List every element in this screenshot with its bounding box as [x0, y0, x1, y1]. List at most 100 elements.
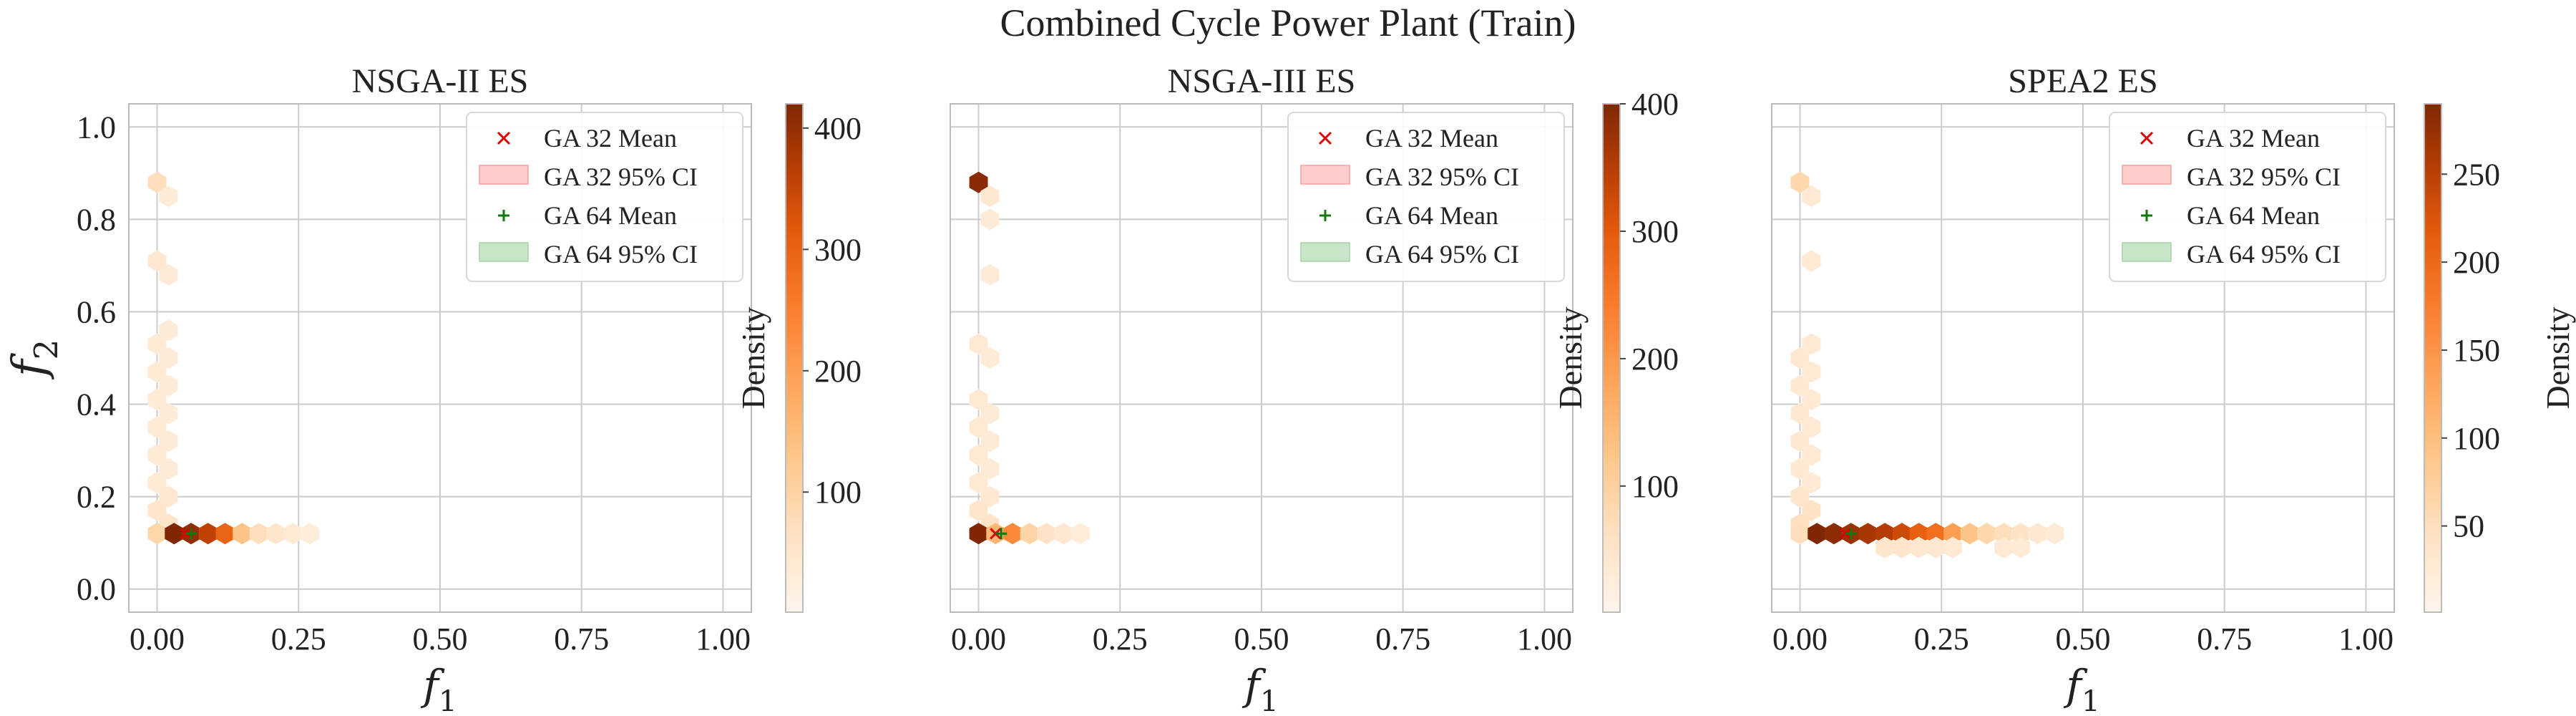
axes-frame: [128, 103, 752, 613]
x-tick-label: 0.75: [554, 621, 609, 657]
x-axis-label: f1: [1241, 661, 1278, 716]
panel-1: 0.00 0.25 0.50 0.75 1.00 0.0 0.2 0.4 0.6 0.8 1.0 NS…: [3, 62, 862, 716]
hexbin-cell: [1875, 523, 1895, 545]
legend-ga32-ci-patch: [2122, 165, 2172, 185]
legend-box: [1287, 112, 1565, 282]
ga64-mean-marker: [185, 528, 197, 540]
hexbin-cell: [147, 444, 167, 466]
x-tick-label: 1.00: [696, 621, 751, 657]
y-tick-label: 0.2: [77, 480, 116, 515]
hexbin-cell: [969, 444, 988, 466]
hexbin-cell: [1977, 523, 1996, 545]
colorbar: [2424, 103, 2442, 613]
legend-ga32-mean-symbol: [1318, 131, 1332, 145]
ga64-mean-marker: [1845, 528, 1857, 540]
legend-entry-label: GA 64 95% CI: [544, 240, 698, 268]
hexbin-cell: [1003, 523, 1022, 545]
hexbin-cell: [159, 319, 178, 342]
hexbin-cell: [301, 523, 320, 545]
colorbar-label: Density: [1552, 306, 1589, 409]
hexbin-cell: [165, 523, 184, 545]
hexbin-cell: [1994, 523, 2014, 545]
colorbar-tick-label: 150: [2453, 333, 2500, 368]
hexbin-cell: [215, 523, 235, 545]
colorbar-tick-label: 400: [1631, 87, 1679, 122]
legend-ga32-mean-symbol: [2140, 131, 2154, 145]
hexbin-cell: [1790, 485, 1810, 508]
hexbin-cell: [980, 208, 1000, 231]
colorbar-tick-label: 100: [1631, 469, 1679, 504]
y-tick-label: 0.6: [77, 294, 116, 329]
hexbin-cell: [1807, 523, 1827, 545]
hexbin-cell: [147, 250, 167, 272]
hexbin-cell: [980, 430, 1000, 453]
hexbin-cell: [1909, 536, 1928, 558]
x-tick-label: 0.75: [2197, 621, 2252, 657]
legend: GA 32 Mean GA 32 95% CI GA 64 Mean GA 64 95…: [2109, 112, 2386, 282]
hexbin-cell: [1790, 347, 1810, 369]
hexbin-layer: [147, 171, 320, 545]
legend-ga32-mean-symbol: [497, 131, 511, 145]
hexbin-cell: [147, 361, 167, 383]
legend-ga64-mean-symbol: [498, 210, 509, 221]
hexbin-cell: [1790, 171, 1810, 193]
legend-box: [2109, 112, 2386, 282]
hexbin-cell: [1802, 333, 1821, 355]
hexbin-cell: [969, 523, 988, 545]
hexbin-cell: [969, 389, 988, 411]
hexbin-cell: [1875, 536, 1895, 558]
x-tick-label: 0.25: [1093, 621, 1148, 657]
hexbin-cell: [283, 523, 303, 545]
legend-entry-label: GA 64 Mean: [1365, 201, 1498, 230]
colorbar-tick-label: 50: [2453, 509, 2484, 544]
hexbin-layer: [1790, 171, 2064, 558]
x-tick-label: 0.50: [1234, 621, 1289, 657]
hexbin-cell: [159, 263, 178, 286]
colorbar-label: Density: [2540, 306, 2576, 409]
legend-ga32-ci-patch: [479, 165, 529, 185]
legend-entry-label: GA 32 Mean: [2187, 124, 2320, 153]
panel-title: SPEA2 ES: [2008, 62, 2157, 100]
panel-title: NSGA-II ES: [352, 62, 529, 100]
x-axis-label: f1: [420, 661, 457, 716]
x-tick-label: 0.00: [1772, 621, 1828, 657]
y-tick-label: 0.4: [77, 387, 116, 422]
legend-box: [466, 112, 743, 282]
hexbin-cell: [1802, 185, 1821, 208]
hexbin-cell: [147, 472, 167, 494]
colorbar-tick-label: 100: [814, 475, 862, 510]
hexbin-cell: [1802, 500, 1821, 521]
hexbin-cell: [980, 185, 1000, 208]
hexbin-cell: [1790, 402, 1810, 425]
panel-3: 0.00 0.25 0.50 0.75 1.00 SPEA2 ES f1 GA 32 Mean…: [1771, 62, 2576, 716]
hexbin-cell: [969, 333, 988, 355]
axes-frame: [1771, 103, 2395, 613]
hexbin-cell: [147, 523, 167, 545]
hexbin-cell: [2045, 523, 2064, 545]
colorbar-tick-label: 300: [1631, 214, 1679, 249]
hexbin-cell: [147, 416, 167, 438]
hexbin-cell: [147, 389, 167, 411]
colorbar: [1602, 103, 1621, 613]
hexbin-cell: [266, 523, 286, 545]
hexbin-cell: [1802, 361, 1821, 383]
hexbin-cell: [147, 333, 167, 355]
legend-ga64-ci-patch: [2122, 242, 2172, 262]
legend-entry-label: GA 64 95% CI: [2187, 240, 2341, 268]
legend-entry-label: GA 32 95% CI: [2187, 163, 2341, 191]
hexbin-cell: [1070, 523, 1090, 545]
legend-entry-label: GA 32 95% CI: [1365, 163, 1519, 191]
legend: GA 32 Mean GA 32 95% CI GA 64 Mean GA 64 95…: [1287, 112, 1565, 282]
x-tick-label: 0.00: [951, 621, 1006, 657]
hexbin-cell: [1943, 523, 1963, 545]
hexbin-cell: [1802, 472, 1821, 494]
x-tick-label: 1.00: [2338, 621, 2394, 657]
x-tick-label: 0.00: [130, 621, 185, 657]
hexbin-cell: [1858, 523, 1878, 545]
hexbin-cell: [1926, 536, 1946, 558]
hexbin-cell: [2011, 523, 2030, 545]
hexbin-cell: [1892, 536, 1911, 558]
panel-2: 0.00 0.25 0.50 0.75 1.00 NSGA-III ES f1 GA 32 M…: [950, 62, 1679, 716]
colorbar-tick-label: 400: [814, 111, 862, 146]
